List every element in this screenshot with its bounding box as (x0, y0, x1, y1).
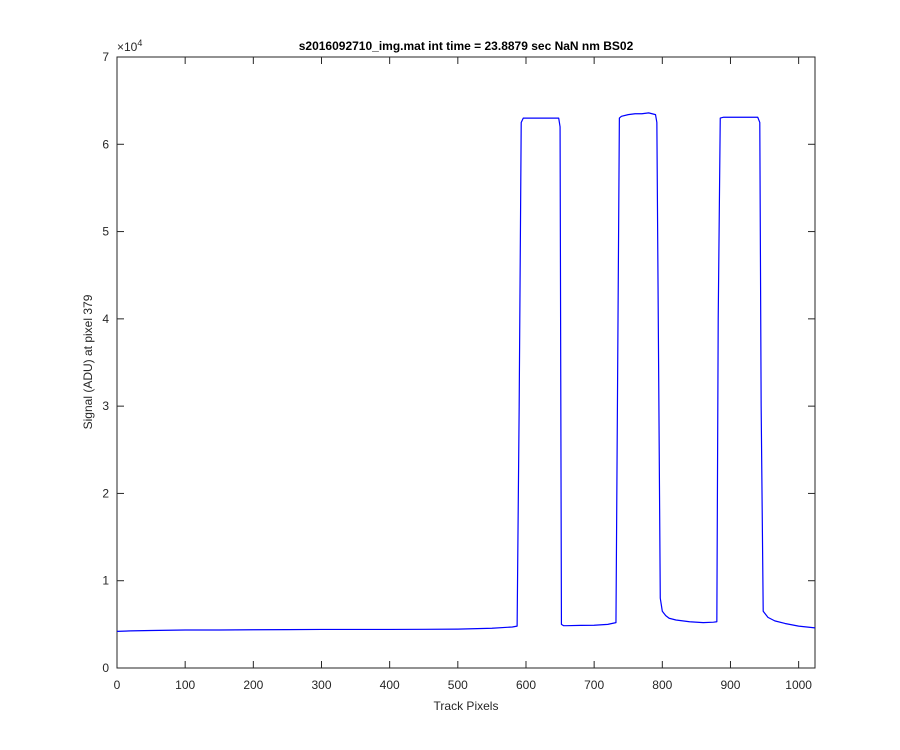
y-tick-label: 7 (102, 50, 109, 64)
y-tick-label: 5 (102, 225, 109, 239)
y-tick-label: 2 (102, 486, 109, 500)
series-layer (116, 112, 816, 632)
x-tick-label: 1000 (785, 678, 812, 692)
x-tick-label: 500 (448, 678, 468, 692)
x-axis: 0 100 200 300 400 500 600 700 800 900 1000 (114, 57, 812, 692)
y-tick-label: 4 (102, 312, 109, 326)
exponent-base: ×10 (117, 40, 138, 54)
x-tick-label: 200 (243, 678, 263, 692)
x-tick-label: 600 (516, 678, 536, 692)
y-tick-label: 3 (102, 399, 109, 413)
y-axis: 0 1 2 3 4 5 6 7 (102, 50, 815, 675)
x-axis-label: Track Pixels (434, 699, 499, 713)
x-tick-label: 400 (380, 678, 400, 692)
x-tick-label: 800 (652, 678, 672, 692)
chart-title: s2016092710_img.mat int time = 23.8879 s… (299, 39, 634, 53)
y-tick-label: 1 (102, 574, 109, 588)
x-tick-label: 100 (175, 678, 195, 692)
x-tick-label: 0 (114, 678, 121, 692)
x-tick-label: 700 (584, 678, 604, 692)
y-axis-label: Signal (ADU) at pixel 379 (81, 294, 95, 429)
y-tick-label: 0 (102, 661, 109, 675)
y-tick-label: 6 (102, 137, 109, 151)
plot-box (116, 56, 816, 669)
x-tick-label: 300 (311, 678, 331, 692)
x-tick-label: 900 (720, 678, 740, 692)
series-line (116, 112, 816, 632)
exponent-power: 4 (137, 38, 142, 48)
plot-area (116, 56, 816, 669)
y-axis-exponent: ×104 (117, 38, 142, 54)
